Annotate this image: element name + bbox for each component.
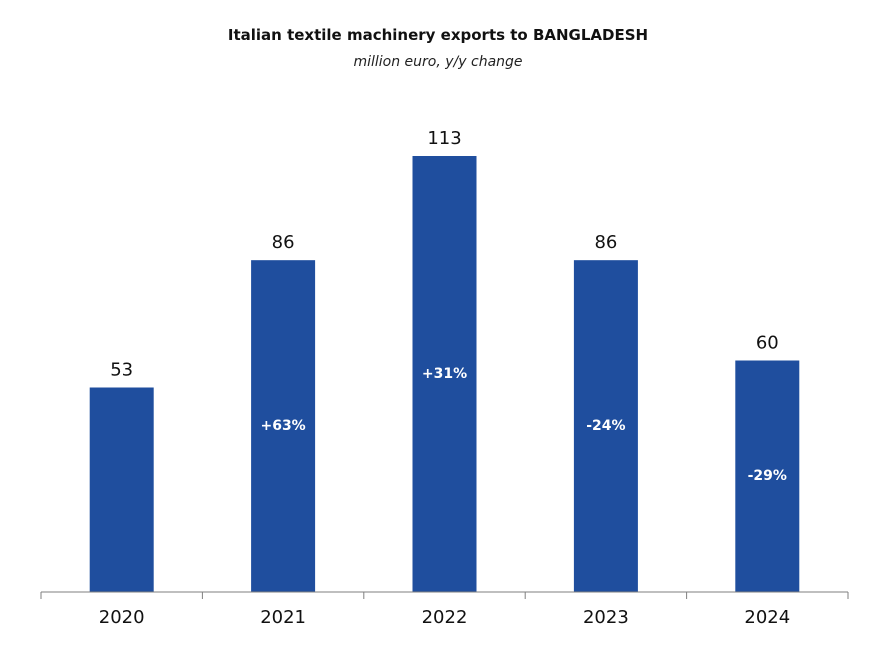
x-tick-label-2021: 2021	[260, 607, 306, 628]
value-label-2024: 60	[756, 332, 779, 353]
chart-title: Italian textile machinery exports to BAN…	[228, 26, 648, 44]
bar-2023	[573, 260, 638, 592]
x-tick-label-2024: 2024	[744, 607, 790, 628]
chart-subtitle: million euro, y/y change	[353, 54, 522, 70]
value-label-2022: 113	[427, 128, 461, 149]
change-label-2022: +31%	[422, 366, 467, 382]
x-axis: 2020 2021 2022 2023 2024	[40, 591, 849, 628]
change-label-2023: -24%	[586, 418, 625, 434]
bars-layer	[89, 156, 800, 592]
labels-layer: 53 86 +63% 113 +31% 86 -24% 60 -29%	[110, 128, 787, 484]
bar-2020	[89, 387, 154, 592]
x-tick-label-2020: 2020	[99, 607, 145, 628]
value-label-2023: 86	[594, 232, 617, 253]
change-label-2021: +63%	[260, 418, 305, 434]
value-label-2021: 86	[272, 232, 295, 253]
x-tick-label-2023: 2023	[583, 607, 629, 628]
bar-2024	[735, 360, 800, 592]
x-tick-label-2022: 2022	[422, 607, 468, 628]
bar-2021	[251, 260, 316, 592]
bar-2022	[412, 156, 477, 592]
value-label-2020: 53	[110, 360, 133, 381]
change-label-2024: -29%	[748, 468, 787, 484]
